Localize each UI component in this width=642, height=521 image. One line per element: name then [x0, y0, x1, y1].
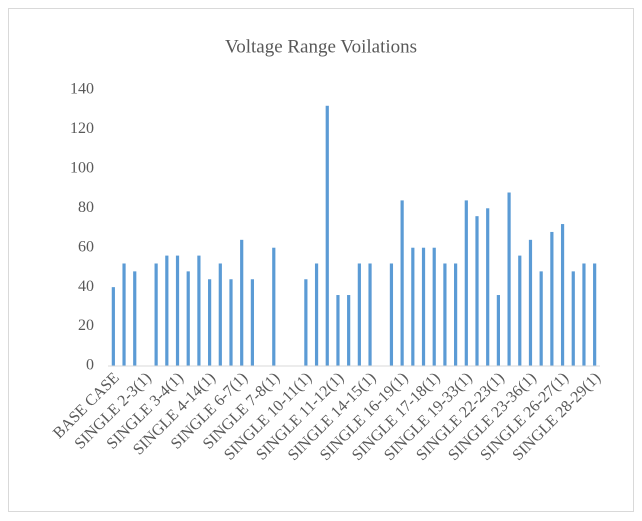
y-tick-label: 100	[70, 160, 94, 177]
bar	[111, 287, 115, 366]
bar	[240, 239, 244, 366]
bar	[464, 200, 468, 366]
bar	[582, 263, 586, 366]
bar	[507, 192, 511, 366]
bar	[486, 208, 490, 366]
bar	[550, 231, 554, 366]
y-tick-label: 140	[70, 81, 94, 98]
bar	[347, 295, 351, 366]
bar	[432, 247, 436, 366]
bar	[133, 271, 137, 366]
bar	[368, 263, 372, 366]
bar	[571, 271, 575, 366]
bar	[560, 224, 565, 366]
bar	[528, 239, 533, 366]
bar	[357, 263, 361, 366]
bar	[154, 263, 158, 366]
bar	[539, 271, 543, 366]
y-tick-label: 80	[78, 199, 94, 216]
bar	[518, 255, 522, 366]
bar	[175, 255, 180, 366]
bar	[250, 279, 254, 366]
bar	[454, 263, 458, 366]
bar	[475, 216, 479, 366]
y-tick-label: 40	[78, 278, 94, 295]
bar	[197, 255, 201, 366]
bar	[421, 247, 426, 366]
y-tick-label: 0	[86, 357, 94, 374]
bar	[325, 105, 329, 367]
bar	[314, 263, 319, 366]
bar	[411, 247, 415, 366]
bar	[272, 247, 276, 366]
bar	[400, 200, 404, 366]
bar	[122, 263, 126, 366]
chart-title: Voltage Range Voilations	[225, 36, 417, 57]
bar	[336, 295, 340, 366]
bar	[593, 263, 597, 366]
bar	[218, 263, 222, 366]
bar	[389, 263, 394, 366]
y-tick-label: 120	[70, 120, 94, 137]
bar	[165, 255, 169, 366]
y-tick-label: 20	[78, 317, 94, 334]
bar	[229, 279, 233, 366]
bar	[208, 279, 212, 366]
bar	[186, 271, 190, 366]
bar	[496, 295, 500, 366]
y-tick-label: 60	[78, 238, 94, 255]
bar	[443, 263, 447, 366]
bar	[304, 279, 308, 366]
